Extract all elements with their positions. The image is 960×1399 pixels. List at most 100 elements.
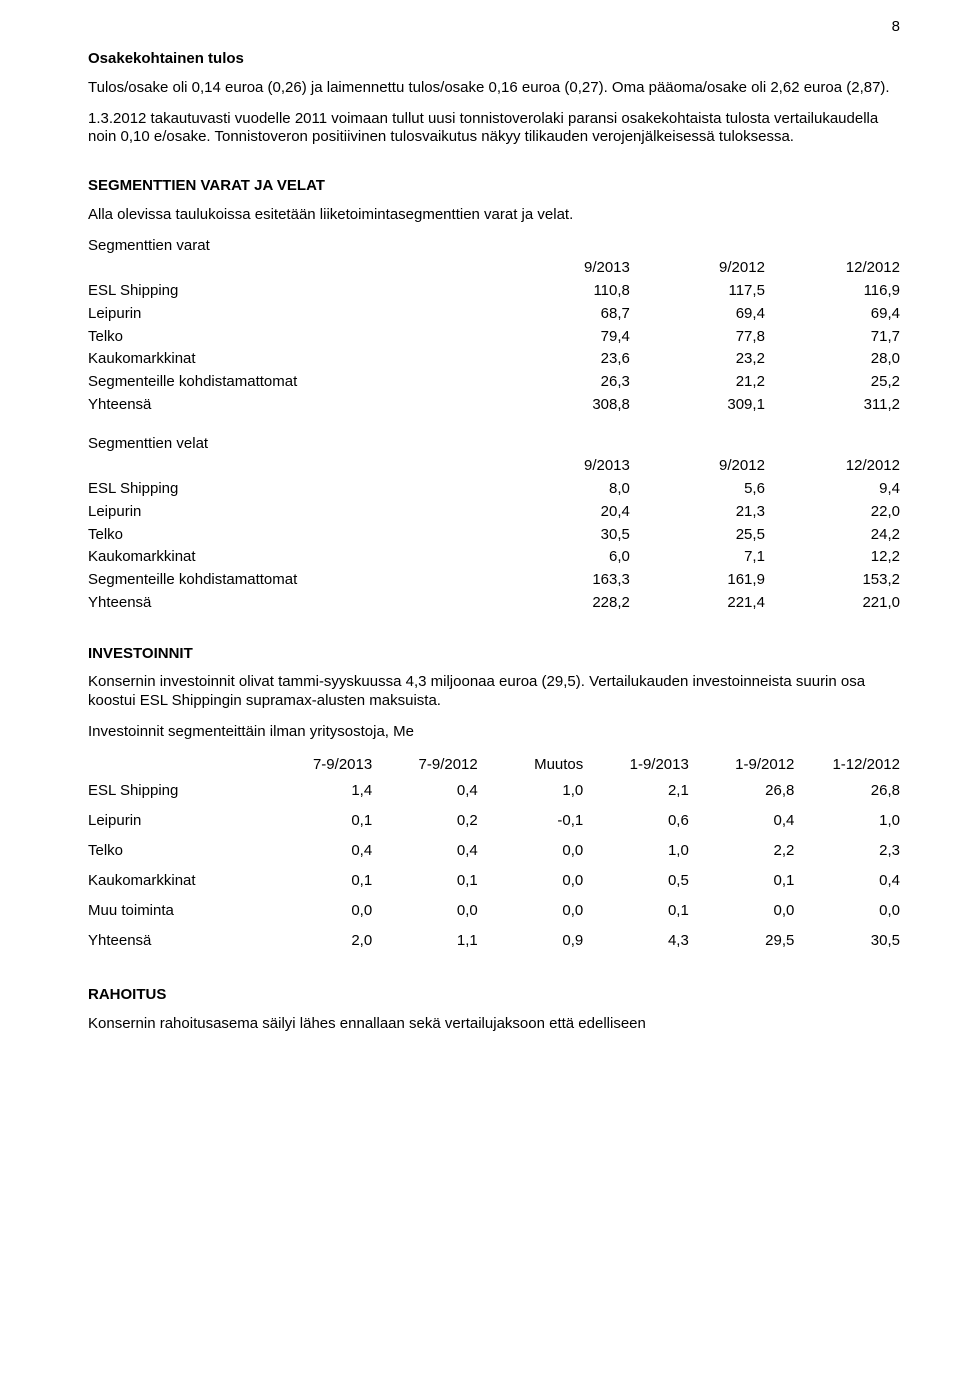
cell-value: 23,6: [495, 348, 630, 371]
row-label: Telko: [88, 836, 267, 866]
row-label: Kaukomarkkinat: [88, 546, 495, 569]
cell-value: 22,0: [765, 501, 900, 524]
table-row: Telko30,525,524,2: [88, 524, 900, 547]
cell-value: 0,4: [689, 806, 795, 836]
page-number: 8: [892, 18, 900, 37]
cell-value: 309,1: [630, 394, 765, 417]
table-row: Leipurin20,421,322,0: [88, 501, 900, 524]
table-header-row: 7-9/2013 7-9/2012 Muutos 1-9/2013 1-9/20…: [88, 754, 900, 777]
cell-value: 26,8: [689, 776, 795, 806]
row-label: Telko: [88, 326, 495, 349]
table-row: Kaukomarkkinat6,07,112,2: [88, 546, 900, 569]
cell-value: 28,0: [765, 348, 900, 371]
cell-value: 153,2: [765, 569, 900, 592]
cell-value: 0,1: [689, 866, 795, 896]
table-row: Yhteensä2,01,10,94,329,530,5: [88, 926, 900, 956]
cell-value: 0,0: [478, 836, 584, 866]
cell-value: 21,3: [630, 501, 765, 524]
cell-value: 0,4: [267, 836, 373, 866]
col-header: 9/2013: [495, 257, 630, 280]
cell-value: 12,2: [765, 546, 900, 569]
cell-value: 71,7: [765, 326, 900, 349]
cell-value: 8,0: [495, 478, 630, 501]
row-label: Segmenteille kohdistamattomat: [88, 371, 495, 394]
cell-value: 1,0: [478, 776, 584, 806]
cell-value: 0,0: [689, 896, 795, 926]
cell-value: 0,4: [372, 836, 478, 866]
table-title-velat: Segmenttien velat: [88, 435, 900, 454]
table-row: ESL Shipping8,05,69,4: [88, 478, 900, 501]
table-row: Muu toiminta0,00,00,00,10,00,0: [88, 896, 900, 926]
row-label: ESL Shipping: [88, 280, 495, 303]
row-label: ESL Shipping: [88, 478, 495, 501]
col-header: Muutos: [478, 754, 584, 777]
cell-value: 7,1: [630, 546, 765, 569]
row-label: ESL Shipping: [88, 776, 267, 806]
cell-value: 2,3: [794, 836, 900, 866]
cell-value: 110,8: [495, 280, 630, 303]
row-label: Muu toiminta: [88, 896, 267, 926]
cell-value: 4,3: [583, 926, 689, 956]
table-row: Segmenteille kohdistamattomat26,321,225,…: [88, 371, 900, 394]
para-segmenttien-intro: Alla olevissa taulukoissa esitetään liik…: [88, 206, 900, 225]
table-row: ESL Shipping110,8117,5116,9: [88, 280, 900, 303]
table-row: Segmenteille kohdistamattomat163,3161,91…: [88, 569, 900, 592]
cell-value: 1,4: [267, 776, 373, 806]
cell-value: 26,3: [495, 371, 630, 394]
heading-investoinnit: INVESTOINNIT: [88, 645, 900, 664]
table-row: Yhteensä228,2221,4221,0: [88, 592, 900, 615]
row-label: Leipurin: [88, 303, 495, 326]
row-label: Leipurin: [88, 501, 495, 524]
table-row: Kaukomarkkinat0,10,10,00,50,10,4: [88, 866, 900, 896]
col-header: 1-9/2013: [583, 754, 689, 777]
col-header: 9/2013: [495, 455, 630, 478]
cell-value: 0,0: [478, 866, 584, 896]
table-row: Leipurin0,10,2-0,10,60,41,0: [88, 806, 900, 836]
cell-value: 0,0: [372, 896, 478, 926]
col-header: 7-9/2013: [267, 754, 373, 777]
cell-value: 29,5: [689, 926, 795, 956]
cell-value: 0,2: [372, 806, 478, 836]
empty-header: [88, 257, 495, 280]
cell-value: 2,1: [583, 776, 689, 806]
cell-value: 1,1: [372, 926, 478, 956]
col-header: 1-12/2012: [794, 754, 900, 777]
table-investoinnit: 7-9/2013 7-9/2012 Muutos 1-9/2013 1-9/20…: [88, 754, 900, 957]
cell-value: 68,7: [495, 303, 630, 326]
table-velat: 9/2013 9/2012 12/2012 ESL Shipping8,05,6…: [88, 455, 900, 614]
row-label: Yhteensä: [88, 394, 495, 417]
para-rahoitus: Konsernin rahoitusasema säilyi lähes enn…: [88, 1015, 900, 1034]
cell-value: 221,0: [765, 592, 900, 615]
cell-value: 0,4: [372, 776, 478, 806]
col-header: 12/2012: [765, 257, 900, 280]
col-header: 9/2012: [630, 455, 765, 478]
cell-value: 77,8: [630, 326, 765, 349]
table-row: ESL Shipping1,40,41,02,126,826,8: [88, 776, 900, 806]
cell-value: 117,5: [630, 280, 765, 303]
heading-segmenttien: SEGMENTTIEN VARAT JA VELAT: [88, 177, 900, 196]
cell-value: 5,6: [630, 478, 765, 501]
cell-value: 6,0: [495, 546, 630, 569]
row-label: Kaukomarkkinat: [88, 866, 267, 896]
cell-value: 0,1: [267, 866, 373, 896]
col-header: 7-9/2012: [372, 754, 478, 777]
empty-header: [88, 754, 267, 777]
cell-value: 228,2: [495, 592, 630, 615]
cell-value: 69,4: [765, 303, 900, 326]
cell-value: 308,8: [495, 394, 630, 417]
cell-value: 26,8: [794, 776, 900, 806]
cell-value: 0,9: [478, 926, 584, 956]
row-label: Yhteensä: [88, 592, 495, 615]
table-title-investoinnit: Investoinnit segmenteittäin ilman yritys…: [88, 723, 900, 742]
cell-value: 0,0: [794, 896, 900, 926]
table-row: Yhteensä308,8309,1311,2: [88, 394, 900, 417]
cell-value: 0,1: [267, 806, 373, 836]
col-header: 1-9/2012: [689, 754, 795, 777]
heading-osakekohtainen: Osakekohtainen tulos: [88, 50, 900, 69]
row-label: Segmenteille kohdistamattomat: [88, 569, 495, 592]
row-label: Kaukomarkkinat: [88, 348, 495, 371]
cell-value: -0,1: [478, 806, 584, 836]
cell-value: 1,0: [583, 836, 689, 866]
table-header-row: 9/2013 9/2012 12/2012: [88, 257, 900, 280]
cell-value: 30,5: [794, 926, 900, 956]
